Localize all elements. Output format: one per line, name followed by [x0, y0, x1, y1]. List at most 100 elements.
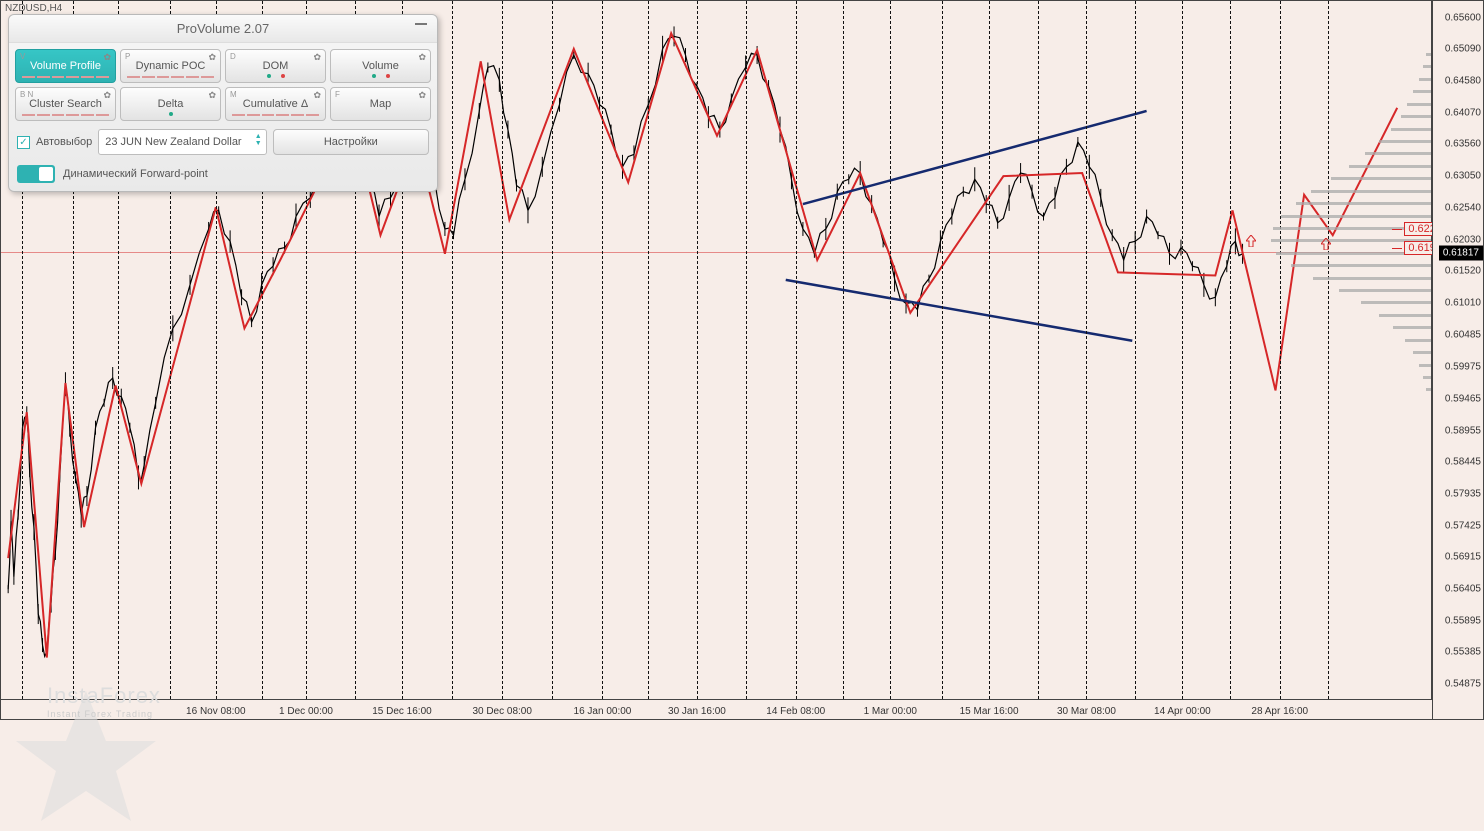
auto-checkbox[interactable]: ✓ [17, 136, 30, 149]
volume-profile-bar [1419, 78, 1431, 81]
volume-profile-bar [1311, 190, 1431, 193]
panel-button-cumulative-δ[interactable]: MCumulative Δ✿ [225, 87, 326, 121]
minimize-icon[interactable] [415, 23, 427, 25]
y-tick: 0.59465 [1445, 393, 1481, 404]
y-tick: 0.60485 [1445, 330, 1481, 341]
y-tick: 0.57425 [1445, 520, 1481, 531]
x-tick: 16 Nov 08:00 [186, 706, 246, 717]
y-tick: 0.58955 [1445, 425, 1481, 436]
gear-icon[interactable]: ✿ [313, 90, 321, 101]
gear-icon[interactable]: ✿ [208, 90, 216, 101]
x-tick: 15 Mar 16:00 [960, 706, 1019, 717]
gear-icon[interactable]: ✿ [418, 90, 426, 101]
volume-profile-bar [1379, 314, 1431, 317]
panel-body: VVolume Profile✿PDynamic POC✿DDOM✿Volume… [9, 43, 437, 191]
y-tick: 0.64070 [1445, 107, 1481, 118]
vline [843, 1, 844, 699]
vline [602, 1, 603, 699]
gear-icon[interactable]: ✿ [208, 52, 216, 63]
contract-select[interactable]: 23 JUN New Zealand Dollar ▲▼ [98, 129, 266, 155]
forward-label: Динамический Forward-point [63, 168, 208, 180]
x-tick: 30 Mar 08:00 [1057, 706, 1116, 717]
x-axis: 16 Nov 08:00 1 Dec 00:00 15 Dec 16:00 30 De… [1, 699, 1433, 719]
vline [942, 1, 943, 699]
vline [1230, 1, 1231, 699]
y-tick: 0.56915 [1445, 552, 1481, 563]
volume-profile-bar [1393, 326, 1431, 329]
vline [1135, 1, 1136, 699]
volume-profile-bar [1423, 376, 1431, 379]
y-tick: 0.63560 [1445, 139, 1481, 150]
x-tick: 1 Mar 00:00 [864, 706, 917, 717]
vline [796, 1, 797, 699]
y-tick: 0.59975 [1445, 362, 1481, 373]
y-tick: 0.56405 [1445, 583, 1481, 594]
y-tick: 0.61010 [1445, 297, 1481, 308]
contract-value: 23 JUN New Zealand Dollar [105, 136, 241, 148]
provolume-panel[interactable]: ProVolume 2.07 VVolume Profile✿PDynamic … [8, 14, 438, 192]
vline [552, 1, 553, 699]
panel-button-map[interactable]: FMap✿ [330, 87, 431, 121]
vline [1086, 1, 1087, 699]
vline [648, 1, 649, 699]
volume-profile-bar [1331, 177, 1431, 180]
select-arrows-icon: ▲▼ [255, 133, 262, 147]
volume-profile-bar [1361, 301, 1431, 304]
vline [502, 1, 503, 699]
gear-icon[interactable]: ✿ [103, 90, 111, 101]
x-tick: 30 Jan 16:00 [668, 706, 726, 717]
x-tick: 28 Apr 16:00 [1251, 706, 1308, 717]
settings-label: Настройки [324, 136, 378, 148]
x-tick: 16 Jan 00:00 [574, 706, 632, 717]
auto-label: Автовыбор [36, 136, 92, 148]
volume-profile-bar [1349, 165, 1431, 168]
brand-logo: InstaForex [11, 681, 161, 711]
panel-button-volume[interactable]: Volume✿ [330, 49, 431, 83]
y-axis: 0.65600 0.65090 0.64580 0.64070 0.63560 0.630… [1432, 0, 1484, 720]
gear-icon[interactable]: ✿ [418, 52, 426, 63]
settings-button[interactable]: Настройки [273, 129, 429, 155]
y-tick: 0.64580 [1445, 76, 1481, 87]
vline [697, 1, 698, 699]
vline [1280, 1, 1281, 699]
panel-row-opts: ✓ Автовыбор 23 JUN New Zealand Dollar ▲▼… [15, 125, 431, 159]
panel-title-text: ProVolume 2.07 [177, 21, 270, 36]
volume-profile-bar [1405, 339, 1431, 342]
gear-icon[interactable]: ✿ [103, 52, 111, 63]
gear-icon[interactable]: ✿ [313, 52, 321, 63]
x-tick: 30 Dec 08:00 [472, 706, 532, 717]
vline [1038, 1, 1039, 699]
panel-row-1: VVolume Profile✿PDynamic POC✿DDOM✿Volume… [15, 49, 431, 83]
y-tick: 0.57935 [1445, 488, 1481, 499]
panel-button-volume-profile[interactable]: VVolume Profile✿ [15, 49, 116, 83]
panel-title[interactable]: ProVolume 2.07 [9, 15, 437, 43]
y-tick: 0.63050 [1445, 171, 1481, 182]
y-tick: 0.54875 [1445, 678, 1481, 689]
root: NZDUSD,H4 16 Nov 08:001 Dec 00:0015 Dec … [0, 0, 1484, 741]
panel-row-forward: Динамический Forward-point [15, 159, 431, 185]
y-tick: 0.62030 [1445, 234, 1481, 245]
volume-profile-bar [1339, 289, 1431, 292]
brand-logo-sub: Instant Forex Trading [47, 709, 153, 719]
y-tick: 0.61520 [1445, 266, 1481, 277]
y-tick: 0.65600 [1445, 12, 1481, 23]
panel-button-dom[interactable]: DDOM✿ [225, 49, 326, 83]
x-tick: 1 Dec 00:00 [279, 706, 333, 717]
y-tick: 0.55385 [1445, 647, 1481, 658]
y-tick: 0.65090 [1445, 44, 1481, 55]
vline [746, 1, 747, 699]
current-price-tag: 0.61817 [1439, 245, 1483, 260]
volume-profile-bar [1365, 152, 1431, 155]
x-tick: 14 Feb 08:00 [766, 706, 825, 717]
panel-button-delta[interactable]: Delta✿ [120, 87, 221, 121]
x-tick: 15 Dec 16:00 [372, 706, 432, 717]
panel-row-2: B NCluster Search✿Delta✿MCumulative Δ✿FM… [15, 87, 431, 121]
vline [1328, 1, 1329, 699]
volume-profile-bar [1296, 202, 1431, 205]
forward-toggle[interactable] [17, 165, 55, 183]
panel-button-dynamic-poc[interactable]: PDynamic POC✿ [120, 49, 221, 83]
panel-button-cluster-search[interactable]: B NCluster Search✿ [15, 87, 116, 121]
volume-profile-bar [1413, 351, 1431, 354]
volume-profile-bar [1426, 388, 1431, 391]
volume-profile-bar [1379, 140, 1431, 143]
